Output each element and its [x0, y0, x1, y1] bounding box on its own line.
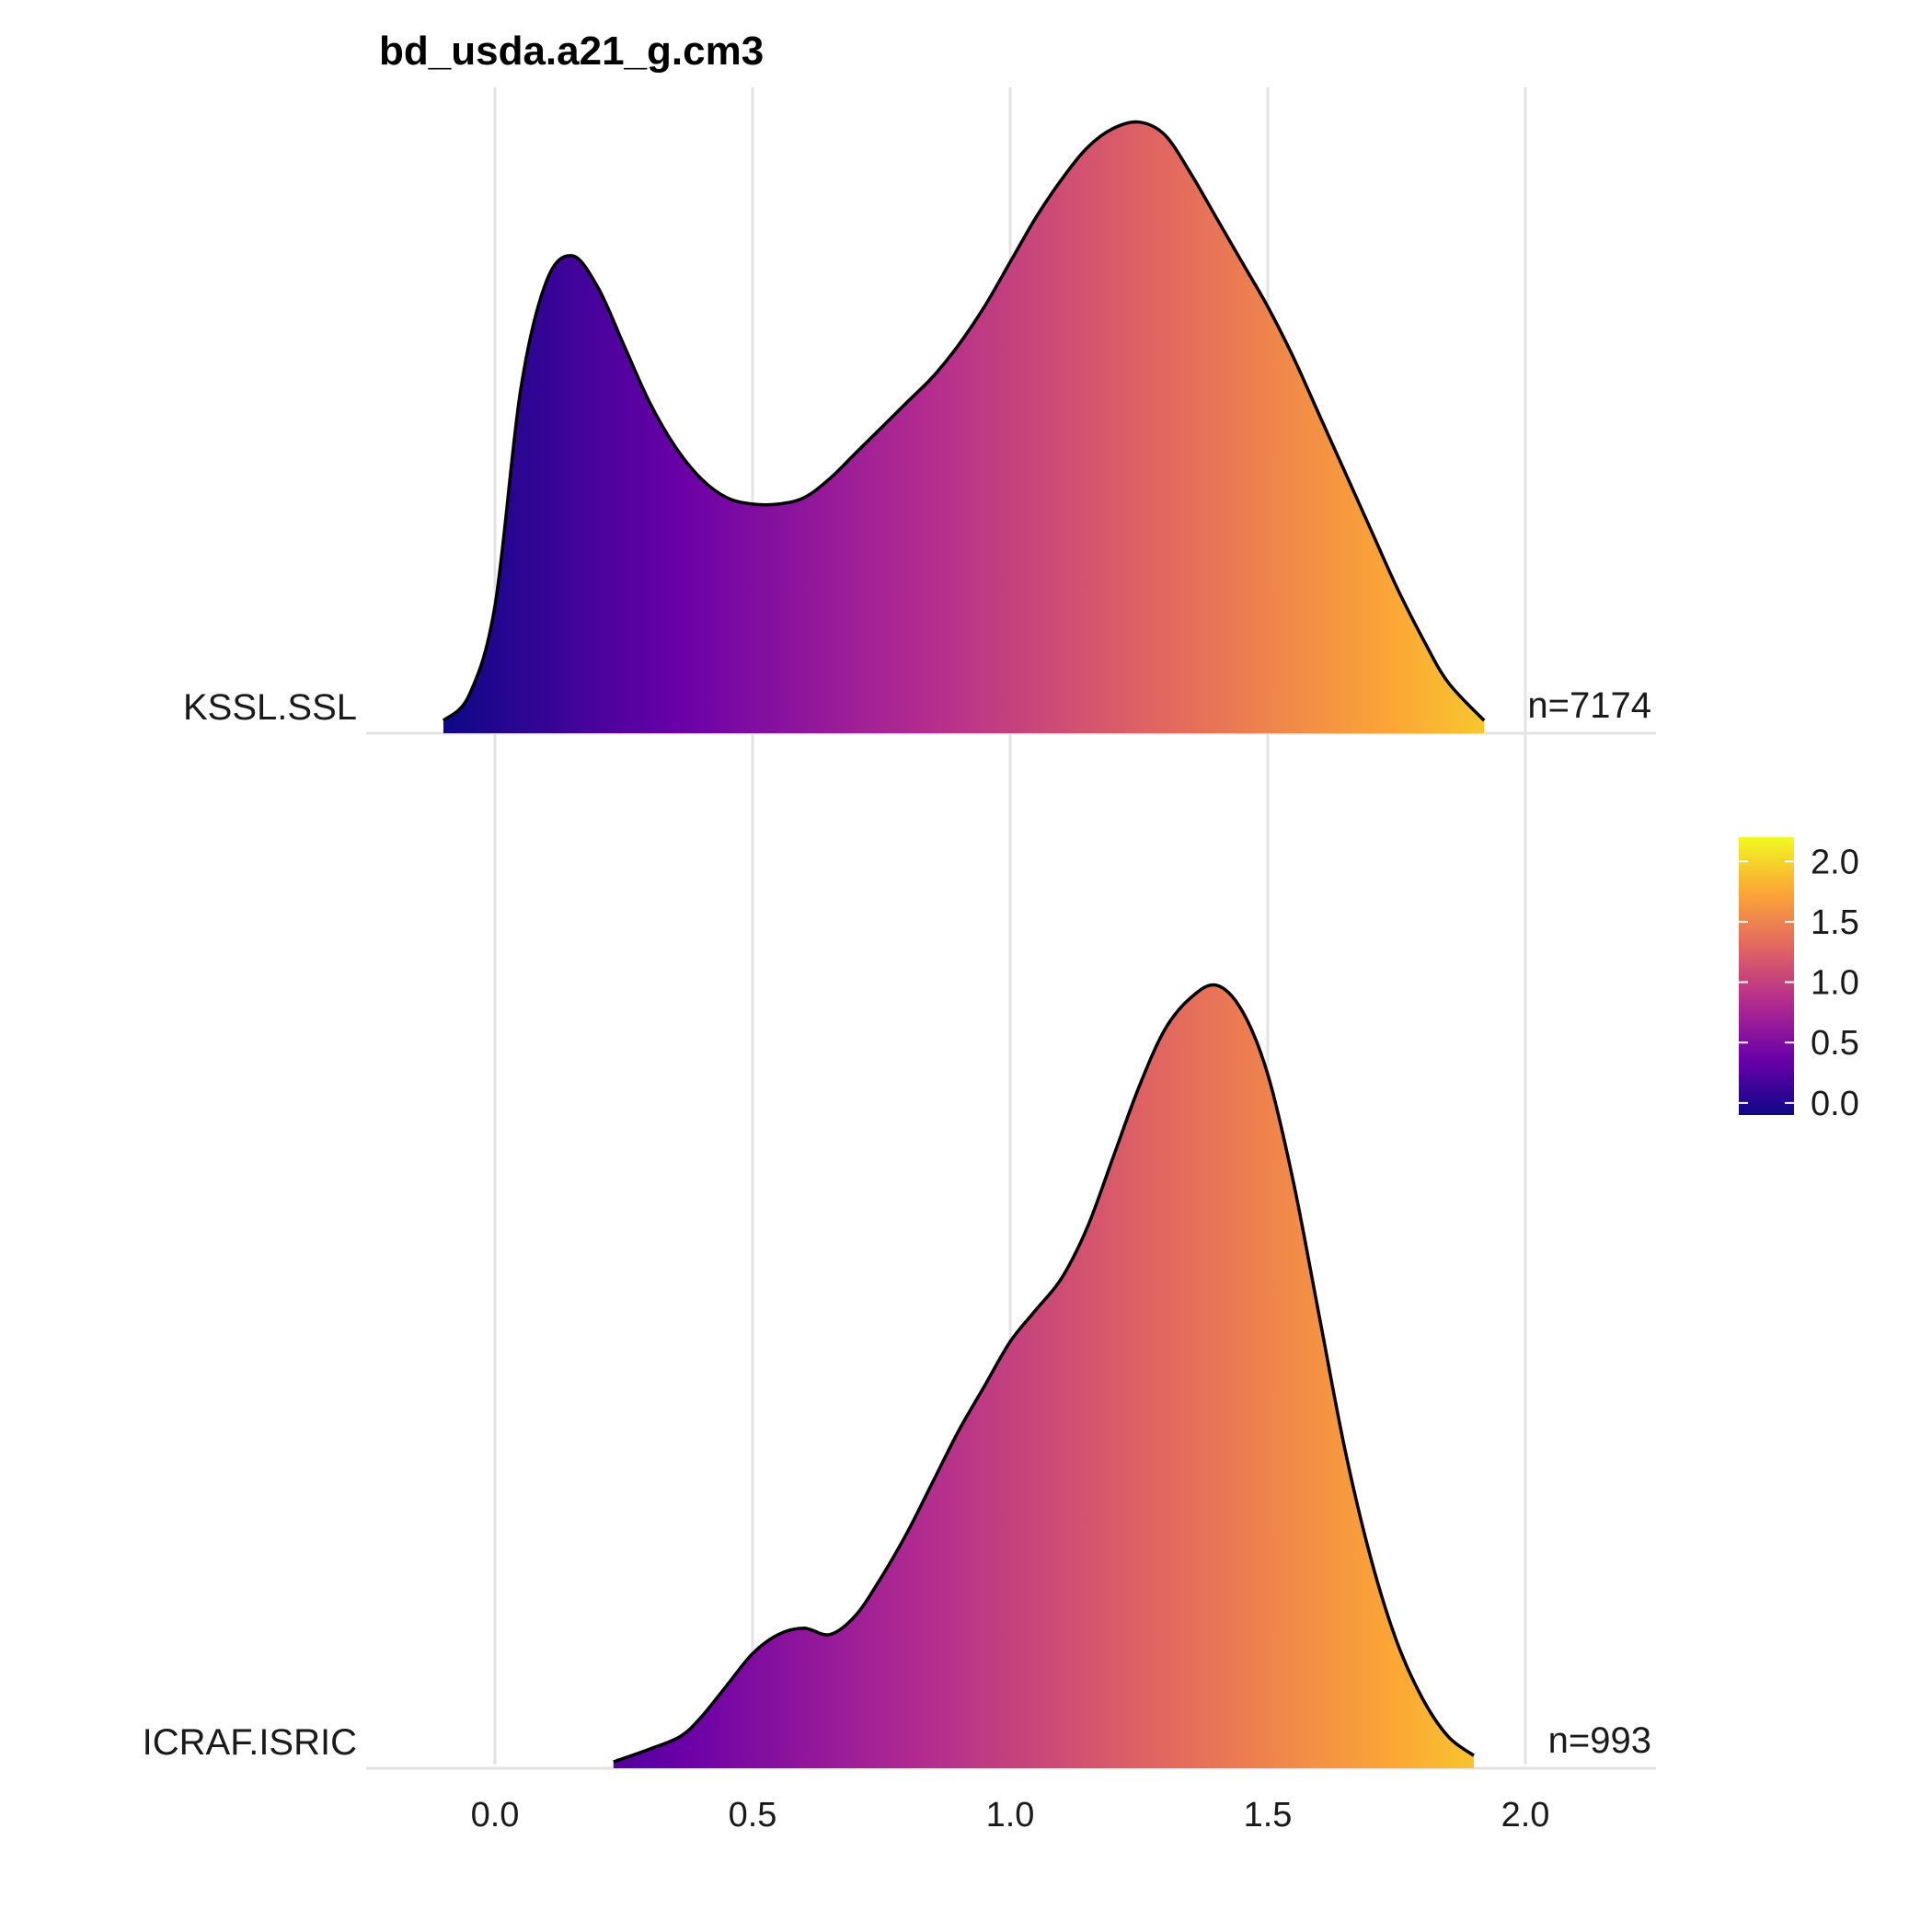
count-labels: n=7174 n=993: [1527, 685, 1651, 1761]
chart-title: bd_usda.a21_g.cm3: [379, 29, 764, 74]
colorbar-tick-label: 2.0: [1811, 843, 1859, 881]
colorbar-tick-label: 1.0: [1811, 964, 1859, 1003]
group-label: ICRAF.ISRIC: [143, 1722, 357, 1763]
ridge-icraf-isric: [613, 983, 1476, 1768]
ridge-area: [443, 121, 1485, 733]
x-axis-tick-labels: 0.0 0.5 1.0 1.5 2.0: [471, 1796, 1550, 1834]
x-tick-label: 0.5: [729, 1796, 777, 1834]
y-axis-group-labels: KSSL.SSL ICRAF.ISRIC: [143, 687, 357, 1763]
group-label: KSSL.SSL: [183, 687, 357, 728]
colorbar: [1739, 837, 1794, 1115]
colorbar-tick-label: 1.5: [1811, 903, 1859, 942]
ridges: [442, 120, 1486, 1768]
x-tick-label: 2.0: [1501, 1796, 1550, 1834]
ridge-area: [613, 984, 1474, 1768]
ridge-outline: [613, 983, 1476, 1764]
count-label: n=7174: [1527, 685, 1651, 726]
x-tick-label: 1.0: [986, 1796, 1035, 1834]
ridge-kssl-ssl: [442, 120, 1486, 733]
colorbar-tick-label: 0.0: [1811, 1085, 1859, 1123]
colorbar-legend: 0.0 0.5 1.0 1.5 2.0: [1739, 837, 1859, 1123]
ridge-outline: [442, 120, 1486, 722]
colorbar-tick-label: 0.5: [1811, 1024, 1859, 1063]
x-tick-label: 0.0: [471, 1796, 520, 1834]
count-label: n=993: [1548, 1720, 1651, 1761]
x-tick-label: 1.5: [1244, 1796, 1293, 1834]
